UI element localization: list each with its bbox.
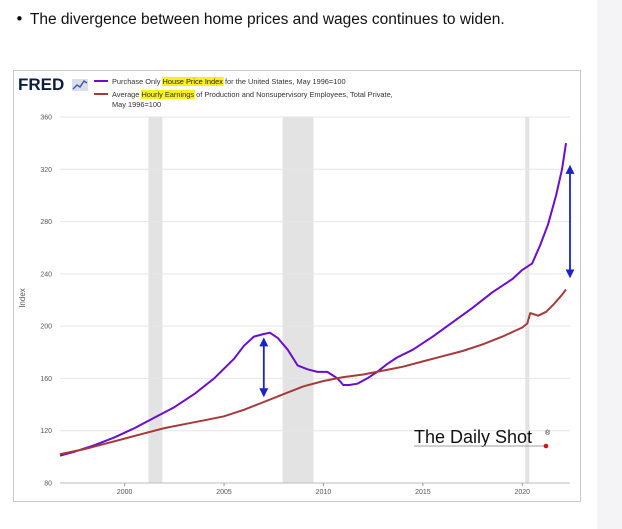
chart-frame: 80 120 160 200 240 280 320 360 2000 2005 2010 2015… — [13, 70, 581, 502]
y-axis-label: Index — [18, 288, 27, 308]
y-tick-label: 240 — [40, 271, 52, 278]
legend: Purchase Only House Price Index for the … — [94, 77, 395, 109]
watermark-text: The Daily Shot — [414, 427, 532, 447]
y-tick-label: 120 — [40, 428, 52, 435]
x-tick-label: 2020 — [514, 489, 530, 496]
legend-highlight — [140, 90, 195, 99]
side-panel — [597, 0, 622, 529]
y-tick-label: 160 — [40, 376, 52, 383]
legend-text-part: Purchase Only — [112, 77, 163, 86]
bullet-item: • The divergence between home prices and… — [15, 10, 585, 29]
x-tick-label: 2015 — [415, 489, 431, 496]
line-chart: 80 120 160 200 240 280 320 360 2000 2005 2010 2015… — [18, 75, 575, 496]
fred-logo-text: FRED — [18, 75, 64, 94]
watermark-dot-icon — [543, 443, 549, 449]
recession-band-1 — [282, 117, 314, 483]
y-tick-label: 360 — [40, 115, 52, 122]
fred-chart-icon — [72, 79, 88, 91]
series-line-hourly-earnings — [59, 288, 567, 456]
legend-text-part: May 1996=100 — [112, 100, 161, 109]
x-tick-label: 2005 — [216, 489, 232, 496]
daily-shot-watermark: The Daily Shot ® — [414, 427, 551, 449]
x-tick-label: 2000 — [117, 489, 133, 496]
y-tick-label: 320 — [40, 167, 52, 174]
bullet-icon: • — [15, 10, 24, 28]
legend-highlight — [162, 77, 224, 86]
legend-text-part: Hourly Earnings — [141, 90, 194, 99]
y-tick-label: 280 — [40, 219, 52, 226]
y-tick-label: 200 — [40, 324, 52, 331]
legend-entry-0: Purchase Only House Price Index for the … — [112, 77, 346, 86]
bullet-text: The divergence between home prices and w… — [29, 11, 505, 28]
y-axis-ticks: 80 120 160 200 240 280 320 360 — [40, 115, 52, 488]
legend-text-part: Average — [112, 90, 141, 99]
legend-text-part: of Production and Nonsupervisory Employe… — [194, 90, 395, 99]
y-tick-label: 80 — [44, 481, 52, 488]
data-series — [59, 142, 567, 457]
recession-band-2 — [525, 117, 530, 483]
legend-text-part: for the United States, May 1996=100 — [223, 77, 346, 86]
fred-logo: FRED — [18, 75, 88, 94]
legend-text-part: House Price Index — [163, 77, 224, 86]
annotation-arrows — [259, 164, 575, 398]
registered-mark-icon: ® — [545, 429, 551, 437]
x-tick-label: 2010 — [316, 489, 332, 496]
x-axis-ticks: 2000 2005 2010 2015 2020 — [60, 482, 570, 496]
recession-band-0 — [148, 117, 163, 483]
legend-entry-1: Average Hourly Earnings of Production an… — [112, 90, 395, 109]
recession-shading — [148, 117, 530, 483]
